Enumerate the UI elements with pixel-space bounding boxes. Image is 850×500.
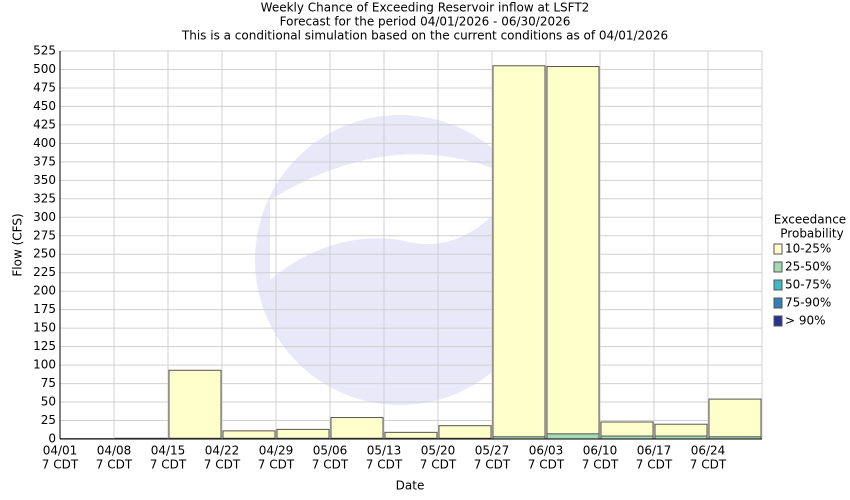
chart-title: Weekly Chance of Exceeding Reservoir inf…	[261, 1, 590, 15]
bar	[330, 417, 384, 440]
x-tick-label: 06/17	[637, 444, 672, 458]
bar	[546, 66, 600, 440]
chart-title: Forecast for the period 04/01/2026 - 06/…	[280, 15, 571, 29]
y-tick-label: 75	[41, 376, 56, 390]
y-tick-label: 525	[33, 44, 56, 58]
y-tick-label: 175	[33, 302, 56, 316]
y-tick-label: 450	[33, 99, 56, 113]
x-tick-sublabel: 7 CDT	[528, 458, 565, 472]
y-tick-label: 425	[33, 117, 56, 131]
legend-title: Exceedance	[774, 213, 846, 227]
x-tick-sublabel: 7 CDT	[42, 458, 79, 472]
x-tick-label: 06/24	[691, 444, 726, 458]
y-tick-label: 100	[33, 358, 56, 372]
bar	[708, 398, 762, 440]
x-tick-label: 04/15	[151, 444, 186, 458]
y-tick-label: 350	[33, 173, 56, 187]
legend-label: 75-90%	[785, 296, 831, 310]
bar	[438, 425, 492, 440]
y-tick-label: 0	[48, 432, 56, 446]
y-tick-label: 250	[33, 247, 56, 261]
y-tick-label: 25	[41, 413, 56, 427]
bar	[492, 65, 546, 440]
y-tick-label: 200	[33, 284, 56, 298]
y-tick-label: 300	[33, 210, 56, 224]
legend-title: Probability	[780, 227, 843, 241]
x-tick-sublabel: 7 CDT	[582, 458, 619, 472]
x-tick-sublabel: 7 CDT	[366, 458, 403, 472]
chart-title: This is a conditional simulation based o…	[181, 29, 668, 43]
y-tick-label: 500	[33, 62, 56, 76]
y-tick-label: 50	[41, 395, 56, 409]
bar	[276, 428, 330, 440]
legend-label: 10-25%	[785, 242, 831, 256]
x-tick-label: 05/06	[313, 444, 348, 458]
x-tick-label: 05/13	[367, 444, 402, 458]
y-tick-label: 225	[33, 265, 56, 279]
legend-swatch	[773, 297, 783, 309]
legend-label: > 90%	[785, 314, 826, 328]
bar	[546, 433, 600, 440]
y-tick-label: 400	[33, 136, 56, 150]
legend-swatch	[773, 261, 783, 273]
legend-swatch	[773, 279, 783, 291]
x-tick-label: 05/20	[421, 444, 456, 458]
x-tick-label: 04/29	[259, 444, 294, 458]
x-tick-label: 06/03	[529, 444, 564, 458]
x-tick-sublabel: 7 CDT	[474, 458, 511, 472]
x-tick-sublabel: 7 CDT	[312, 458, 349, 472]
x-tick-sublabel: 7 CDT	[690, 458, 727, 472]
y-axis-label: Flow (CFS)	[11, 213, 25, 276]
x-tick-sublabel: 7 CDT	[636, 458, 673, 472]
legend-swatch	[773, 243, 783, 255]
x-tick-label: 04/01	[43, 444, 78, 458]
x-tick-sublabel: 7 CDT	[96, 458, 133, 472]
x-tick-sublabel: 7 CDT	[204, 458, 241, 472]
legend-label: 25-50%	[785, 260, 831, 274]
x-tick-label: 04/22	[205, 444, 240, 458]
x-tick-sublabel: 7 CDT	[420, 458, 457, 472]
y-tick-label: 125	[33, 339, 56, 353]
x-tick-sublabel: 7 CDT	[258, 458, 295, 472]
x-tick-label: 05/27	[475, 444, 510, 458]
y-tick-label: 375	[33, 154, 56, 168]
legend-swatch	[773, 315, 783, 327]
x-tick-label: 06/10	[583, 444, 618, 458]
x-axis-label: Date	[396, 479, 425, 493]
y-tick-label: 275	[33, 228, 56, 242]
y-tick-label: 475	[33, 80, 56, 94]
bar	[168, 369, 222, 440]
legend-label: 50-75%	[785, 278, 831, 292]
y-tick-label: 150	[33, 321, 56, 335]
x-tick-sublabel: 7 CDT	[150, 458, 187, 472]
y-tick-label: 325	[33, 191, 56, 205]
x-tick-label: 04/08	[97, 444, 132, 458]
